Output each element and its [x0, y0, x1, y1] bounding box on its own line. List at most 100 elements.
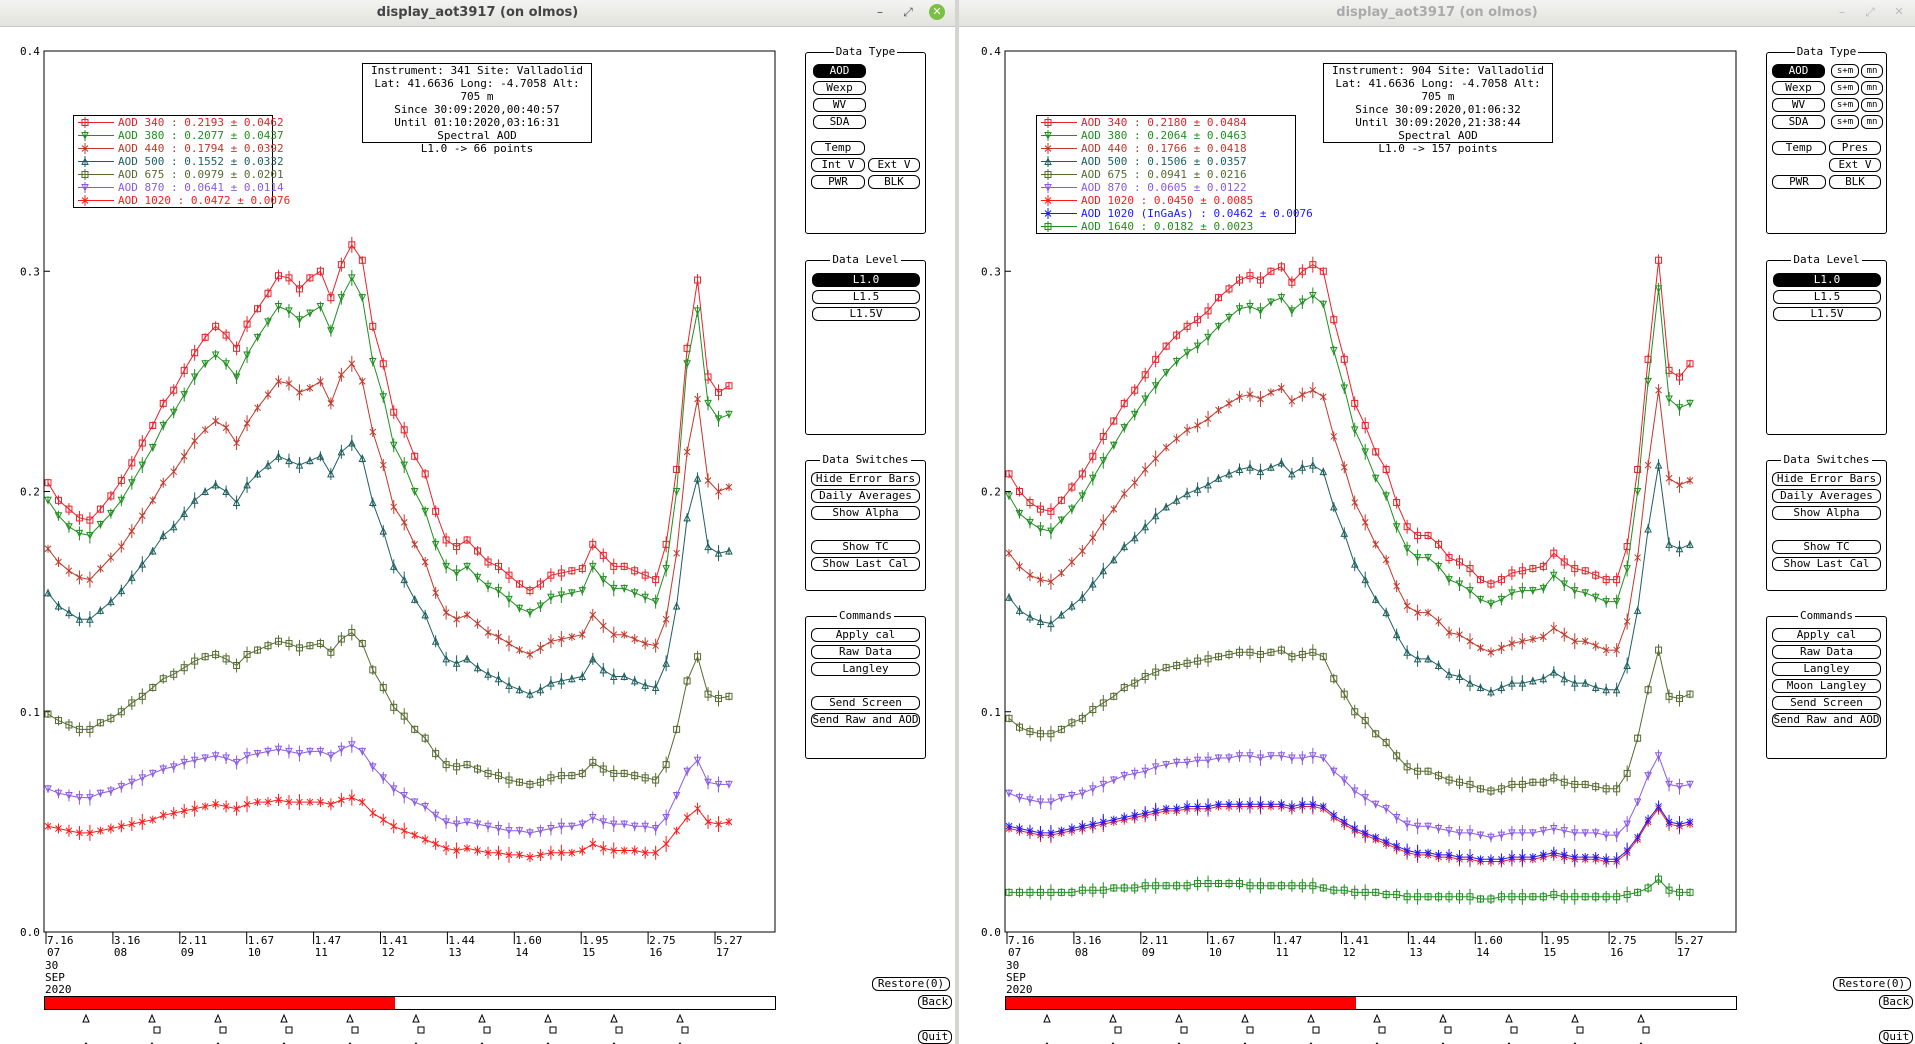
- show-tc-button[interactable]: Show TC: [1772, 540, 1881, 554]
- data-point: [1581, 829, 1590, 838]
- data-point: [1592, 642, 1600, 650]
- data-point: [1350, 426, 1359, 434]
- data-point: [1371, 800, 1380, 809]
- ext-v-button[interactable]: Ext V: [868, 158, 920, 172]
- langley-button[interactable]: Langley: [811, 662, 920, 676]
- minimize-icon[interactable]: –: [1839, 5, 1845, 19]
- send-screen-button[interactable]: Send Screen: [1772, 696, 1881, 710]
- data-point: [348, 741, 356, 749]
- data-point: [1183, 349, 1191, 357]
- minimize-icon[interactable]: –: [877, 5, 883, 19]
- pwr-button[interactable]: PWR: [811, 175, 865, 189]
- s-plus-m-button[interactable]: s+m: [1831, 64, 1859, 78]
- raw-data-button[interactable]: Raw Data: [1772, 645, 1881, 659]
- data-point: [484, 769, 492, 777]
- back-button[interactable]: Back: [1879, 995, 1913, 1009]
- restore-button[interactable]: Restore(0): [872, 977, 950, 991]
- window-divider[interactable]: [955, 0, 959, 1044]
- show-alpha-button[interactable]: Show Alpha: [1772, 506, 1881, 520]
- level-l1-5v-button[interactable]: L1.5V: [1773, 307, 1881, 321]
- data-point: [1581, 678, 1590, 687]
- left-time-progress-bar[interactable]: [44, 996, 776, 1010]
- sda-button[interactable]: SDA: [1772, 115, 1825, 129]
- back-button[interactable]: Back: [918, 995, 952, 1009]
- pwr-button[interactable]: PWR: [1772, 175, 1826, 189]
- maximize-icon[interactable]: ⤢: [903, 5, 913, 19]
- show-last-cal-button[interactable]: Show Last Cal: [1772, 557, 1881, 571]
- data-point: [610, 847, 618, 854]
- mn-button[interactable]: mn: [1861, 98, 1883, 112]
- pres-button[interactable]: Pres: [1829, 141, 1881, 155]
- level-l1-5v-button[interactable]: L1.5V: [812, 307, 920, 321]
- quit-button[interactable]: Quit: [1879, 1030, 1913, 1044]
- mn-button[interactable]: mn: [1861, 115, 1883, 129]
- data-point: [588, 562, 597, 571]
- send-raw-and-aod-button[interactable]: Send Raw and AOD: [811, 713, 920, 727]
- close-icon[interactable]: ✕: [1894, 5, 1904, 18]
- data-point: [1078, 593, 1087, 601]
- close-icon[interactable]: ✕: [929, 4, 945, 20]
- data-point: [599, 844, 607, 852]
- wexp-button[interactable]: Wexp: [813, 81, 866, 95]
- s-plus-m-button[interactable]: s+m: [1831, 81, 1859, 95]
- moon-langley-button[interactable]: Moon Langley: [1772, 679, 1881, 693]
- ext-v-button[interactable]: Ext V: [1829, 158, 1881, 172]
- show-tc-button[interactable]: Show TC: [811, 540, 920, 554]
- wv-button[interactable]: WV: [813, 98, 866, 112]
- show-alpha-button[interactable]: Show Alpha: [811, 506, 920, 520]
- hide-error-bars-button[interactable]: Hide Error Bars: [1772, 472, 1881, 486]
- data-point: [285, 307, 293, 316]
- right-time-progress-bar[interactable]: [1005, 996, 1737, 1010]
- send-raw-and-aod-button[interactable]: Send Raw and AOD: [1772, 713, 1881, 727]
- data-point: [1455, 672, 1464, 681]
- hide-error-bars-button[interactable]: Hide Error Bars: [811, 472, 920, 486]
- daily-averages-button[interactable]: Daily Averages: [811, 489, 920, 503]
- blk-button[interactable]: BLK: [868, 175, 920, 189]
- mn-button[interactable]: mn: [1861, 81, 1883, 95]
- raw-data-button[interactable]: Raw Data: [811, 645, 920, 659]
- restore-button[interactable]: Restore(0): [1833, 977, 1911, 991]
- sda-button[interactable]: SDA: [813, 115, 866, 129]
- quit-button[interactable]: Quit: [918, 1030, 952, 1044]
- x-tick-label: 13: [1409, 946, 1422, 959]
- blk-button[interactable]: BLK: [1829, 175, 1881, 189]
- data-point: [1602, 831, 1610, 840]
- level-l1-0-button[interactable]: L1.0: [812, 273, 920, 287]
- level-l1-0-button[interactable]: L1.0: [1773, 273, 1881, 287]
- x-tick-label: 10: [248, 946, 261, 959]
- level-l1-5-button[interactable]: L1.5: [1773, 290, 1881, 304]
- data-point: [1225, 400, 1233, 407]
- level-l1-5-button[interactable]: L1.5: [812, 290, 920, 304]
- data-point: [568, 772, 576, 780]
- int-v-button[interactable]: Int V: [811, 158, 865, 172]
- legend-swatch: [78, 195, 114, 206]
- maximize-icon[interactable]: ⤢: [1865, 5, 1875, 19]
- s-plus-m-button[interactable]: s+m: [1831, 115, 1859, 129]
- temp-button[interactable]: Temp: [811, 141, 865, 155]
- data-point: [1183, 659, 1191, 667]
- panel-title: Data Type: [1794, 45, 1859, 58]
- data-point: [389, 785, 398, 793]
- data-point: [1099, 518, 1107, 526]
- send-screen-button[interactable]: Send Screen: [811, 696, 920, 710]
- data-point: [358, 639, 366, 647]
- data-point: [1466, 637, 1474, 645]
- apply-cal-button[interactable]: Apply cal: [811, 628, 920, 642]
- data-point: [128, 573, 136, 581]
- s-plus-m-button[interactable]: s+m: [1831, 98, 1859, 112]
- aod-button[interactable]: AOD: [813, 64, 866, 78]
- data-point: [65, 827, 73, 835]
- data-point: [1309, 460, 1317, 469]
- temp-button[interactable]: Temp: [1772, 141, 1826, 155]
- langley-button[interactable]: Langley: [1772, 662, 1881, 676]
- aod-button[interactable]: AOD: [1772, 64, 1825, 78]
- data-point: [1204, 415, 1212, 423]
- wv-button[interactable]: WV: [1772, 98, 1825, 112]
- data-point: [201, 653, 209, 661]
- wexp-button[interactable]: Wexp: [1772, 81, 1825, 95]
- show-last-cal-button[interactable]: Show Last Cal: [811, 557, 920, 571]
- apply-cal-button[interactable]: Apply cal: [1772, 628, 1881, 642]
- daily-averages-button[interactable]: Daily Averages: [1772, 489, 1881, 503]
- mn-button[interactable]: mn: [1861, 64, 1883, 78]
- x-tick-label: 1.60: [515, 934, 542, 947]
